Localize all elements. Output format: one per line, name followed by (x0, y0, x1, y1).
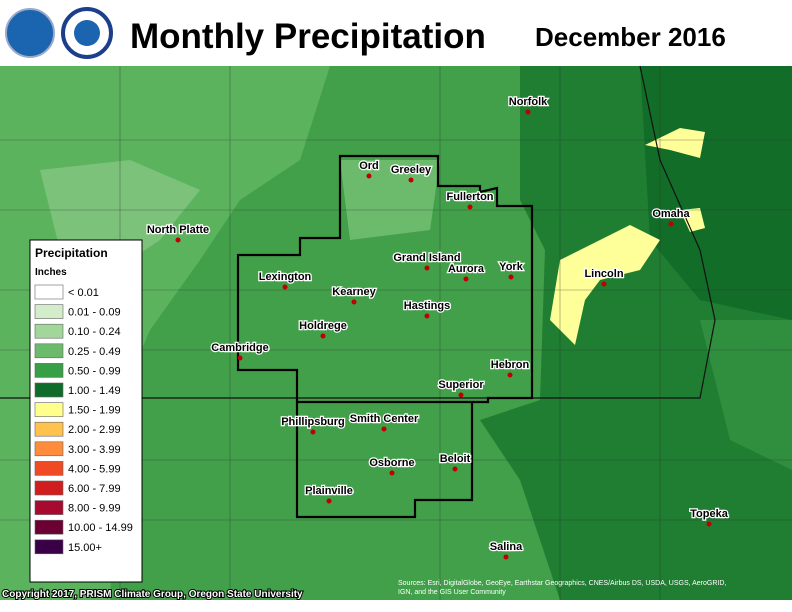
header-bg (0, 0, 792, 66)
city-label: Greeley (391, 164, 432, 176)
copyright: Copyright 2017, PRISM Climate Group, Ore… (2, 589, 303, 600)
city-label: York (499, 261, 524, 273)
legend-units: Inches (35, 267, 67, 278)
date: December 2016 (535, 22, 726, 52)
city-dot (452, 466, 458, 472)
city-dot (175, 237, 181, 243)
legend-swatch (34, 539, 64, 555)
city-label: Lincoln (584, 268, 623, 280)
legend-swatch (34, 519, 64, 535)
nws-logo-inner (74, 20, 100, 46)
city-label: Hebron (491, 359, 530, 371)
city-label: North Platte (147, 224, 209, 236)
city-label: Lexington (259, 271, 312, 283)
legend-label: 6.00 - 7.99 (68, 483, 121, 495)
sources-line: Sources: Esri, DigitalGlobe, GeoEye, Ear… (398, 580, 726, 587)
legend-label: 2.00 - 2.99 (68, 424, 121, 436)
city-dot (310, 429, 316, 435)
city-label: Fullerton (446, 191, 493, 203)
city-dot (458, 392, 464, 398)
city-dot (424, 265, 430, 271)
city-label: Kearney (332, 286, 376, 298)
city-label: Plainville (305, 485, 353, 497)
legend-swatch (34, 480, 64, 496)
legend-swatch (34, 402, 64, 417)
city-dot (525, 109, 531, 115)
city-label: Salina (490, 541, 523, 553)
cities: Norfolk Ord Greeley Fullerton Omaha North Pla… (146, 95, 730, 560)
city-label: Aurora (448, 263, 485, 275)
city-label: Ord (359, 160, 379, 172)
legend-swatch (34, 382, 64, 398)
city-dot (507, 372, 513, 378)
legend-label: 1.50 - 1.99 (68, 405, 121, 417)
city-dot (351, 299, 357, 305)
city-label: Superior (438, 379, 484, 391)
city-dot (237, 355, 243, 361)
legend-swatch (34, 304, 64, 319)
city-dot (601, 281, 607, 287)
city-dot (366, 173, 372, 179)
city-dot (463, 276, 469, 282)
sources-line: IGN, and the GIS User Community (398, 589, 506, 596)
city-dot (508, 274, 514, 280)
city-dot (424, 313, 430, 319)
city-label: Osborne (369, 457, 414, 469)
city-label: Grand Island (393, 252, 460, 264)
city-dot (706, 521, 712, 527)
map-area (0, 65, 792, 600)
legend-label: 8.00 - 9.99 (68, 503, 121, 515)
city-label: Omaha (652, 208, 690, 220)
legend-label: 0.50 - 0.99 (68, 365, 121, 377)
legend-swatch (34, 343, 64, 359)
legend-entries: < 0.01 0.01 - 0.09 0.10 - 0.24 0.25 - 0.49 0… (34, 284, 133, 555)
legend-swatch (34, 461, 64, 476)
city-label: Norfolk (509, 96, 548, 108)
city-label: Cambridge (211, 342, 268, 354)
city-dot (389, 470, 395, 476)
legend-label: 10.00 - 14.99 (68, 522, 133, 534)
city-dot (320, 333, 326, 339)
legend-swatch (34, 421, 64, 437)
legend-label: < 0.01 (68, 287, 99, 299)
city-label: Topeka (690, 508, 729, 520)
legend-label: 0.01 - 0.09 (68, 307, 121, 319)
legend-swatch (34, 500, 64, 515)
legend-title: Precipitation (35, 246, 108, 260)
legend-swatch (34, 363, 64, 378)
legend-swatch (34, 323, 64, 339)
city-dot (408, 177, 414, 183)
legend-label: 3.00 - 3.99 (68, 444, 121, 456)
city-label: Hastings (404, 300, 450, 312)
city-label: Phillipsburg (281, 416, 345, 428)
city-dot (503, 554, 509, 560)
legend-label: 4.00 - 5.99 (68, 463, 121, 475)
title: Monthly Precipitation (130, 17, 486, 56)
legend-label: 1.00 - 1.49 (68, 385, 121, 397)
city-dot (381, 426, 387, 432)
legend-label: 0.25 - 0.49 (68, 346, 121, 358)
legend-label: 15.00+ (68, 542, 102, 554)
noaa-logo (5, 8, 55, 58)
city-dot (326, 498, 332, 504)
city-dot (467, 204, 473, 210)
city-dot (282, 284, 288, 290)
legend-swatch (34, 284, 64, 300)
city-label: Beloit (440, 453, 471, 465)
city-label: Smith Center (350, 413, 419, 425)
city-dot (668, 221, 674, 227)
city-label: Holdrege (299, 320, 347, 332)
legend-swatch (34, 441, 64, 457)
legend-label: 0.10 - 0.24 (68, 326, 121, 338)
